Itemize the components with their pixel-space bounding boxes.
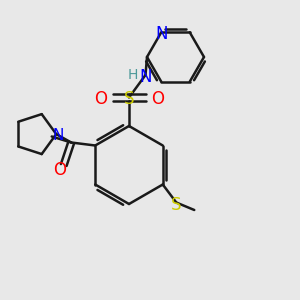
Text: N: N <box>139 68 152 86</box>
Text: O: O <box>151 91 164 109</box>
Text: O: O <box>53 161 66 179</box>
Text: H: H <box>128 68 138 82</box>
Text: N: N <box>52 128 63 143</box>
Text: S: S <box>124 91 134 109</box>
Text: O: O <box>94 91 107 109</box>
Text: S: S <box>171 196 181 214</box>
Text: N: N <box>155 25 167 43</box>
